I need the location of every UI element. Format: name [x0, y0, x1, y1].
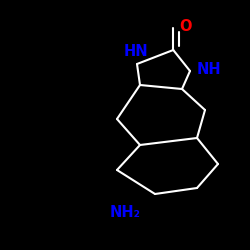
Text: HN: HN: [124, 44, 148, 59]
Text: NH: NH: [197, 62, 222, 77]
Text: NH₂: NH₂: [110, 205, 140, 220]
Text: O: O: [180, 19, 192, 34]
